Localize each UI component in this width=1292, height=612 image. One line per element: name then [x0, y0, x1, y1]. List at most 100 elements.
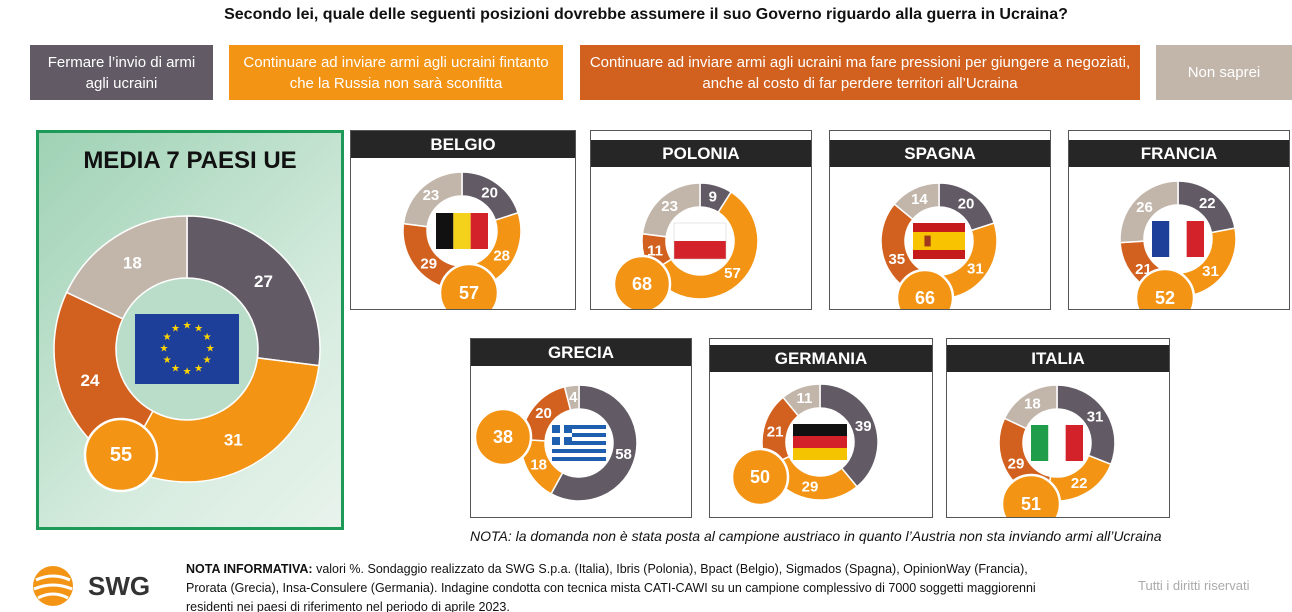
slice-unsure: [641, 182, 701, 238]
country-panel-francia: FRANCIA 22 31 21 26 52: [1068, 130, 1290, 310]
country-panel-italia: ITALIA 31 22 29 18 51: [946, 338, 1170, 518]
logo-text: SWG: [88, 571, 150, 601]
donut-chart-germania: 39 29 21 11 50: [730, 383, 879, 507]
slice-label-unsure: 14: [911, 191, 928, 208]
flag-pl-icon: [673, 222, 727, 260]
slice-label-stop: 58: [615, 446, 632, 463]
slice-label-continue: 28: [493, 248, 510, 265]
info-label: NOTA INFORMATIVA:: [186, 562, 313, 576]
svg-text:★: ★: [163, 332, 172, 343]
slice-label-unsure: 11: [796, 390, 812, 407]
country-panel-grecia: GRECIA 58 18 20 4 38: [470, 338, 692, 518]
slice-label-continue: 29: [802, 478, 819, 495]
total-continue-badge: [730, 447, 790, 507]
total-continue-label: 52: [1155, 288, 1175, 308]
donut-chart-polonia: 9 57 11 23 68: [612, 182, 759, 309]
swg-logo: SWG: [26, 558, 166, 612]
slice-label-negotiate: 11: [647, 243, 663, 260]
flag-es-icon: [913, 223, 965, 259]
slice-label-unsure: 18: [1024, 396, 1041, 413]
country-panel-germania: GERMANIA 39 29 21 11 50: [709, 338, 933, 518]
legend-negotiate: Continuare ad inviare armi agli ucraini …: [580, 45, 1140, 100]
slice-unsure: [563, 384, 580, 411]
total-continue-badge: [473, 407, 533, 467]
info-text: valori %. Sondaggio realizzato da SWG S.…: [186, 562, 1036, 612]
legend-continue: Continuare ad inviare armi agli ucraini …: [229, 45, 563, 100]
country-panel-polonia: POLONIA 9 57 11 23 68: [590, 130, 812, 310]
slice-label-continue: 31: [1202, 263, 1219, 280]
slice-label-stop: 39: [855, 418, 872, 435]
slice-label-negotiate: 29: [420, 256, 437, 273]
donut-chart-italia: 31 22 29 18 51: [998, 384, 1116, 517]
total-continue-label: 51: [1021, 494, 1041, 514]
slice-stop: [186, 215, 321, 367]
flag-it-icon: [1031, 425, 1083, 461]
total-continue-badge: [83, 417, 159, 493]
total-continue-badge: [1000, 473, 1062, 517]
svg-text:★: ★: [183, 367, 192, 378]
rights-text: Tutti i diritti riservati: [1138, 578, 1250, 593]
slice-label-unsure: 23: [661, 198, 678, 215]
country-panel-spagna: SPAGNA 20 31 35 14 66: [829, 130, 1051, 310]
svg-text:★: ★: [194, 364, 203, 375]
austria-note: NOTA: la domanda non è stata posta al ca…: [470, 528, 1162, 544]
total-continue-badge: [438, 262, 500, 309]
total-continue-label: 68: [632, 274, 652, 294]
country-title: POLONIA: [591, 140, 811, 167]
legend-stop: Fermare l’invio di armi agli ucraini: [30, 45, 213, 100]
slice-label-negotiate: 20: [535, 405, 552, 422]
slice-unsure: [1003, 384, 1058, 430]
flag-de-icon: [793, 424, 847, 460]
slice-label-unsure: 18: [123, 253, 142, 272]
svg-text:★: ★: [171, 323, 180, 334]
svg-text:★: ★: [206, 344, 215, 355]
total-continue-label: 57: [459, 283, 479, 303]
slice-stop: [550, 384, 638, 502]
country-title: SPAGNA: [830, 140, 1050, 167]
slice-label-negotiate: 24: [81, 371, 100, 390]
total-continue-badge: [1134, 267, 1196, 309]
flag-be-icon: [436, 213, 488, 249]
total-continue-label: 38: [493, 427, 513, 447]
slice-stop: [819, 383, 879, 488]
svg-text:★: ★: [163, 355, 172, 366]
flag-eu-icon: ★ ★★★★★★★★★★★: [135, 314, 239, 384]
donut-chart-belgio: 20 28 29 23 57: [402, 171, 522, 309]
slice-label-unsure: 23: [423, 187, 440, 204]
total-continue-label: 50: [750, 467, 770, 487]
slice-label-continue: 31: [224, 430, 243, 449]
svg-text:★: ★: [203, 355, 212, 366]
flag-fr-icon: [1152, 221, 1204, 257]
info-note: NOTA INFORMATIVA: valori %. Sondaggio re…: [186, 560, 1046, 612]
svg-text:★: ★: [171, 364, 180, 375]
slice-label-stop: 9: [709, 188, 717, 205]
donut-chart-grecia: 58 18 20 4 38: [473, 384, 638, 502]
total-continue-badge: [895, 268, 955, 309]
page-title: Secondo lei, quale delle seguenti posizi…: [224, 6, 1068, 23]
slice-unsure: [893, 182, 940, 221]
slice-unsure: [65, 215, 188, 320]
country-title: ITALIA: [947, 345, 1169, 372]
svg-text:★: ★: [194, 323, 203, 334]
slice-label-negotiate: 29: [1008, 455, 1025, 472]
slice-unsure: [781, 383, 821, 417]
total-continue-label: 66: [915, 288, 935, 308]
legend-unsure: Non saprei: [1156, 45, 1292, 100]
country-title: GERMANIA: [710, 345, 932, 372]
slice-label-stop: 20: [481, 184, 498, 201]
country-title: FRANCIA: [1069, 140, 1289, 167]
slice-label-stop: 22: [1199, 195, 1216, 212]
svg-text:★: ★: [203, 332, 212, 343]
country-panel-belgio: BELGIO 20 28 29 23 57: [350, 130, 576, 310]
slice-label-stop: 20: [958, 195, 975, 212]
country-title: BELGIO: [351, 131, 575, 158]
slice-label-unsure: 26: [1136, 199, 1153, 216]
slice-label-negotiate: 21: [767, 423, 784, 440]
slice-label-stop: 27: [254, 272, 273, 291]
slice-label-continue: 22: [1071, 475, 1088, 492]
slice-label-continue: 31: [967, 261, 984, 278]
flag-gr-icon: [552, 425, 606, 461]
slice-unsure: [402, 171, 463, 228]
